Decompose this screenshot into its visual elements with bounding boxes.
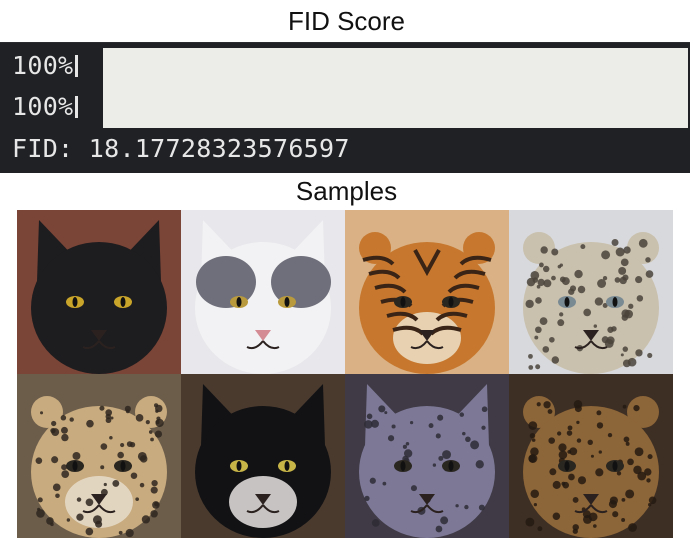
progress-line: 100% <box>12 49 79 83</box>
leopard-icon <box>509 374 673 538</box>
fid-result-line: FID: 18.17728323576597 <box>12 132 350 166</box>
black-cat-icon <box>17 210 181 374</box>
cheetah-icon <box>17 374 181 538</box>
progress-separator <box>75 55 79 77</box>
sample-image <box>181 210 345 374</box>
sample-image <box>17 210 181 374</box>
sample-image <box>509 210 673 374</box>
gray-fluffy-cat-icon <box>345 374 509 538</box>
fid-value: 18.17728323576597 <box>88 134 350 163</box>
sample-image <box>509 374 673 538</box>
progress-bar-track <box>103 48 688 128</box>
progress-percent: 100% <box>12 51 74 80</box>
progress-line: 100% <box>12 90 79 124</box>
sample-image <box>345 374 509 538</box>
progress-percent: 100% <box>12 92 74 121</box>
black-white-cat-icon <box>181 374 345 538</box>
samples-title: Samples <box>295 176 398 206</box>
cheetah-icon <box>509 210 673 374</box>
fid-score-title: FID Score <box>287 6 406 36</box>
sample-image <box>345 210 509 374</box>
samples-grid <box>17 210 673 538</box>
terminal-output: 100% 100% FID: 18.17728323576597 <box>0 42 690 173</box>
progress-separator <box>75 96 79 118</box>
tiger-icon <box>345 210 509 374</box>
fid-label: FID: <box>12 134 74 163</box>
progress-bar-fill <box>103 48 688 128</box>
sample-image <box>17 374 181 538</box>
sample-image <box>181 374 345 538</box>
white-gray-cat-icon <box>181 210 345 374</box>
